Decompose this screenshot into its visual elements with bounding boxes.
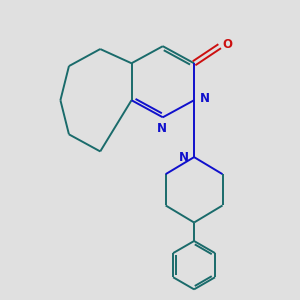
Text: N: N xyxy=(156,122,167,135)
Text: N: N xyxy=(178,151,188,164)
Text: N: N xyxy=(200,92,210,105)
Text: O: O xyxy=(223,38,232,51)
